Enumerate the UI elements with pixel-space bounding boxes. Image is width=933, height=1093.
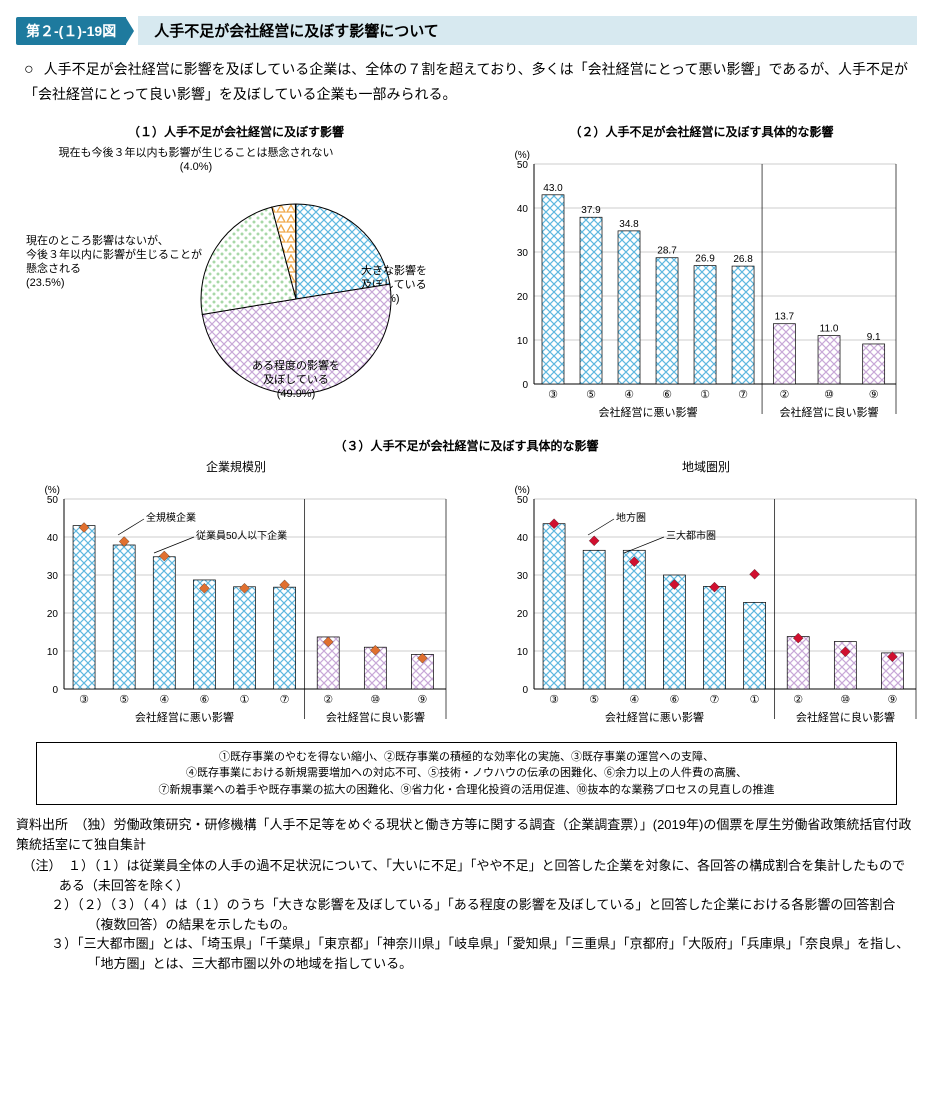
bar-chart-3-left: 0 10 20 30 40 50(%) ③ ⑤ ④ ⑥ ① ⑦ ② ⑩ ⑨ 会社経営に悪い影響 会社経営に良い影… bbox=[16, 479, 456, 729]
svg-text:28.7: 28.7 bbox=[657, 246, 677, 257]
svg-text:43.0: 43.0 bbox=[543, 183, 563, 194]
figure-number: 第２-(１)-19図 bbox=[16, 17, 126, 45]
footnotes: 資料出所 （独）労働政策研究・研修機構「人手不足等をめぐる現状と働き方等に関する… bbox=[16, 815, 917, 973]
svg-text:⑩: ⑩ bbox=[370, 694, 380, 706]
svg-text:現在も今後３年以内も影響が生じることは懸念されない: 現在も今後３年以内も影響が生じることは懸念されない bbox=[59, 145, 334, 159]
svg-text:37.9: 37.9 bbox=[581, 205, 601, 216]
note-line: ２）（２）（３）（４）は（１）のうち「大きな影響を及ぼしている」「ある程度の影響… bbox=[16, 895, 917, 934]
svg-text:①: ① bbox=[750, 694, 760, 706]
svg-text:①: ① bbox=[700, 389, 710, 401]
source-line: 資料出所 （独）労働政策研究・研修機構「人手不足等をめぐる現状と働き方等に関する… bbox=[16, 815, 917, 854]
svg-text:10: 10 bbox=[517, 647, 529, 658]
category-legend-text: ①既存事業のやむを得ない縮小、②既存事業の積極的な効率化の実施、③既存事業の運営… bbox=[159, 751, 775, 796]
svg-text:会社経営に良い影響: 会社経営に良い影響 bbox=[796, 710, 895, 724]
svg-text:20: 20 bbox=[517, 292, 529, 303]
svg-text:④: ④ bbox=[629, 694, 639, 706]
svg-text:②: ② bbox=[793, 694, 803, 706]
svg-text:(23.5%): (23.5%) bbox=[26, 277, 65, 289]
svg-text:(%): (%) bbox=[514, 150, 530, 161]
svg-text:40: 40 bbox=[47, 533, 59, 544]
note-line: ３）「三大都市圏」とは、「埼玉県」「千葉県」「東京都」「神奈川県」「岐阜県」「愛… bbox=[16, 934, 917, 973]
svg-text:③: ③ bbox=[79, 694, 89, 706]
svg-text:③: ③ bbox=[548, 389, 558, 401]
svg-text:③: ③ bbox=[549, 694, 559, 706]
svg-text:②: ② bbox=[323, 694, 333, 706]
svg-text:⑦: ⑦ bbox=[738, 389, 748, 401]
svg-text:⑦: ⑦ bbox=[280, 694, 290, 706]
bar2-title: （２）人手不足が会社経営に及ぼす具体的な影響 bbox=[486, 123, 917, 140]
svg-text:①: ① bbox=[240, 694, 250, 706]
svg-text:(%): (%) bbox=[44, 485, 60, 496]
bar3-right-subtitle: 地域圏別 bbox=[486, 458, 926, 475]
svg-text:50: 50 bbox=[47, 495, 59, 506]
svg-text:及ぼしている: 及ぼしている bbox=[263, 373, 329, 386]
svg-text:30: 30 bbox=[517, 571, 529, 582]
svg-text:会社経営に悪い影響: 会社経営に悪い影響 bbox=[135, 710, 234, 724]
svg-text:(%): (%) bbox=[514, 485, 530, 496]
svg-text:地方圏: 地方圏 bbox=[616, 511, 646, 524]
svg-text:10: 10 bbox=[517, 336, 529, 347]
svg-text:会社経営に良い影響: 会社経営に良い影響 bbox=[780, 405, 879, 419]
bar-chart-2: 0 10 20 30 40 50(%) 43.0 ③ 37.9 ⑤ 34.8 ④ 28.7 ⑥ 26.9 ① 2… bbox=[486, 144, 906, 424]
note-line: （注） １）（１）は従業員全体の人手の過不足状況について、「大いに不足」「やや不… bbox=[16, 856, 917, 895]
svg-text:会社経営に悪い影響: 会社経営に悪い影響 bbox=[599, 405, 698, 419]
svg-text:今後３年以内に影響が生じることが: 今後３年以内に影響が生じることが bbox=[26, 247, 202, 261]
svg-text:0: 0 bbox=[522, 380, 528, 391]
figure-number-arrow bbox=[126, 18, 134, 44]
svg-text:⑥: ⑥ bbox=[199, 694, 209, 706]
svg-text:30: 30 bbox=[47, 571, 59, 582]
svg-text:11.0: 11.0 bbox=[820, 324, 839, 335]
svg-text:会社経営に良い影響: 会社経営に良い影響 bbox=[326, 710, 425, 724]
svg-text:⑨: ⑨ bbox=[418, 694, 428, 706]
category-legend-box: ①既存事業のやむを得ない縮小、②既存事業の積極的な効率化の実施、③既存事業の運営… bbox=[36, 742, 897, 806]
svg-text:20: 20 bbox=[47, 609, 59, 620]
svg-text:20: 20 bbox=[517, 609, 529, 620]
svg-text:50: 50 bbox=[517, 495, 529, 506]
svg-text:⑩: ⑩ bbox=[840, 694, 850, 706]
svg-text:⑨: ⑨ bbox=[888, 694, 898, 706]
svg-text:(49.9%): (49.9%) bbox=[277, 388, 316, 400]
svg-text:従業員50人以下企業: 従業員50人以下企業 bbox=[196, 529, 287, 542]
figure-title: 人手不足が会社経営に及ぼす影響について bbox=[138, 16, 917, 45]
pie-title: （１）人手不足が会社経営に及ぼす影響 bbox=[16, 123, 456, 140]
svg-text:0: 0 bbox=[52, 685, 58, 696]
lead-paragraph: ○人手不足が会社経営に影響を及ぼしている企業は、全体の７割を超えており、多くは「… bbox=[24, 57, 909, 105]
svg-text:13.7: 13.7 bbox=[775, 312, 795, 323]
svg-text:懸念される: 懸念される bbox=[26, 261, 81, 275]
svg-text:9.1: 9.1 bbox=[867, 332, 881, 343]
svg-text:0: 0 bbox=[522, 685, 528, 696]
svg-text:40: 40 bbox=[517, 533, 529, 544]
svg-text:30: 30 bbox=[517, 248, 529, 259]
lead-text: 人手不足が会社経営に影響を及ぼしている企業は、全体の７割を超えており、多くは「会… bbox=[24, 61, 908, 102]
svg-text:ある程度の影響を: ある程度の影響を bbox=[252, 358, 340, 372]
svg-text:三大都市圏: 三大都市圏 bbox=[666, 529, 716, 542]
pie-chart: 大きな影響を及ぼしている(22.5%)ある程度の影響を及ぼしている(49.9%)… bbox=[16, 144, 456, 424]
bar3-left-subtitle: 企業規模別 bbox=[16, 458, 456, 475]
svg-text:現在のところ影響はないが、: 現在のところ影響はないが、 bbox=[26, 233, 169, 247]
svg-text:40: 40 bbox=[517, 204, 529, 215]
svg-text:⑤: ⑤ bbox=[586, 389, 596, 401]
svg-text:26.8: 26.8 bbox=[733, 254, 753, 265]
svg-text:④: ④ bbox=[624, 389, 634, 401]
svg-text:⑥: ⑥ bbox=[669, 694, 679, 706]
svg-text:④: ④ bbox=[159, 694, 169, 706]
svg-text:50: 50 bbox=[517, 160, 529, 171]
svg-text:⑤: ⑤ bbox=[589, 694, 599, 706]
svg-text:⑥: ⑥ bbox=[662, 389, 672, 401]
svg-text:②: ② bbox=[779, 389, 789, 401]
svg-text:⑤: ⑤ bbox=[119, 694, 129, 706]
svg-text:(4.0%): (4.0%) bbox=[180, 161, 212, 173]
svg-text:会社経営に悪い影響: 会社経営に悪い影響 bbox=[605, 710, 704, 724]
svg-text:全規模企業: 全規模企業 bbox=[146, 511, 196, 524]
svg-text:34.8: 34.8 bbox=[619, 219, 639, 230]
bar-chart-3-right: 0 10 20 30 40 50(%) ③ ⑤ ④ ⑥ ⑦ ① ② ⑩ ⑨ 会社経営に悪い影響 会社経営に良い影… bbox=[486, 479, 926, 729]
bar3-title: （３）人手不足が会社経営に及ぼす具体的な影響 bbox=[16, 437, 917, 454]
svg-text:10: 10 bbox=[47, 647, 59, 658]
svg-text:大きな影響を: 大きな影響を bbox=[361, 263, 427, 277]
svg-text:⑦: ⑦ bbox=[710, 694, 720, 706]
svg-text:26.9: 26.9 bbox=[695, 254, 715, 265]
svg-text:⑩: ⑩ bbox=[824, 389, 834, 401]
svg-text:⑨: ⑨ bbox=[869, 389, 879, 401]
